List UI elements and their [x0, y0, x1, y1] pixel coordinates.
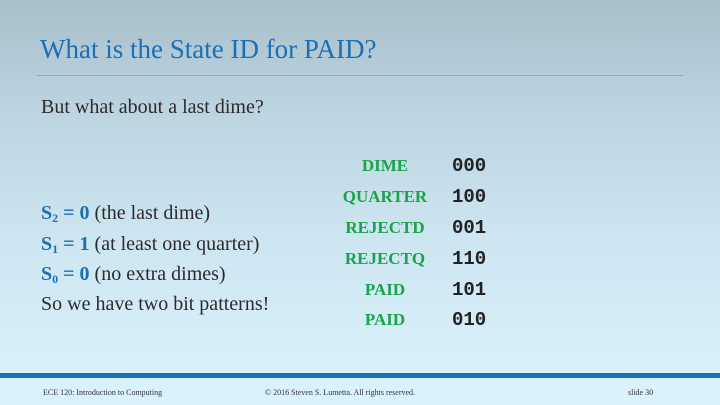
state-name: REJECTD: [345, 217, 425, 237]
bit-explanation: (the last dime): [94, 202, 211, 224]
state-code: 000: [452, 155, 487, 178]
state-name: PAID: [364, 279, 406, 299]
bit-label: S: [41, 232, 53, 255]
bit-fact-s1: S1 = 1 (at least one quarter): [41, 229, 259, 260]
state-table: DIME 000 QUARTER 100 REJECTD 001 REJECTQ…: [330, 151, 486, 336]
bit-explanation: (no extra dimes): [94, 263, 226, 285]
bit-label: S: [41, 263, 53, 285]
bit-assignment: S2 = 0: [41, 202, 90, 224]
bit-index: 1: [52, 241, 59, 256]
state-row-paid-a: PAID 101: [330, 274, 486, 305]
state-row-rejectd: REJECTD 001: [330, 213, 486, 244]
intro-text: But what about a last dime?: [41, 96, 264, 118]
state-name: PAID: [364, 310, 406, 330]
title-divider: [37, 75, 683, 76]
summary-text: So we have two bit patterns!: [41, 293, 270, 315]
state-row-rejectq: REJECTQ 110: [330, 243, 486, 274]
bit-assignment: S0 = 0: [41, 263, 90, 285]
bit-index: 2: [52, 211, 59, 225]
slide-title: What is the State ID for PAID?: [40, 34, 377, 64]
state-name: QUARTER: [342, 187, 428, 207]
state-code: 010: [452, 309, 487, 332]
bit-fact-s2: S2 = 0 (the last dime): [41, 198, 259, 229]
state-row-quarter: QUARTER 100: [330, 182, 486, 213]
state-code: 101: [452, 278, 487, 301]
state-row-dime: DIME 000: [330, 151, 486, 182]
footer-bar: [0, 373, 720, 378]
state-code: 001: [452, 216, 487, 239]
bit-value: = 1: [58, 232, 90, 255]
footer-copyright: © 2016 Steven S. Lumetta. All rights res…: [265, 388, 416, 397]
bit-label: S: [41, 202, 53, 224]
bit-facts-list: S2 = 0 (the last dime) S1 = 1 (at least on…: [41, 198, 259, 290]
bit-value: = 0: [58, 202, 90, 224]
state-name: DIME: [361, 156, 409, 176]
bit-index: 0: [52, 272, 59, 286]
state-name: REJECTQ: [344, 248, 426, 268]
bit-explanation: (at least one quarter): [94, 232, 260, 255]
bit-assignment: S1 = 1: [41, 233, 90, 255]
state-code: 100: [452, 186, 487, 209]
footer-slide-number: slide 30: [628, 388, 654, 397]
bit-value: = 0: [58, 263, 90, 285]
state-code: 110: [452, 247, 487, 270]
bit-fact-s0: S0 = 0 (no extra dimes): [41, 259, 259, 290]
state-row-paid-b: PAID 010: [330, 305, 486, 336]
footer-course: ECE 120: Introduction to Computing: [43, 388, 163, 397]
